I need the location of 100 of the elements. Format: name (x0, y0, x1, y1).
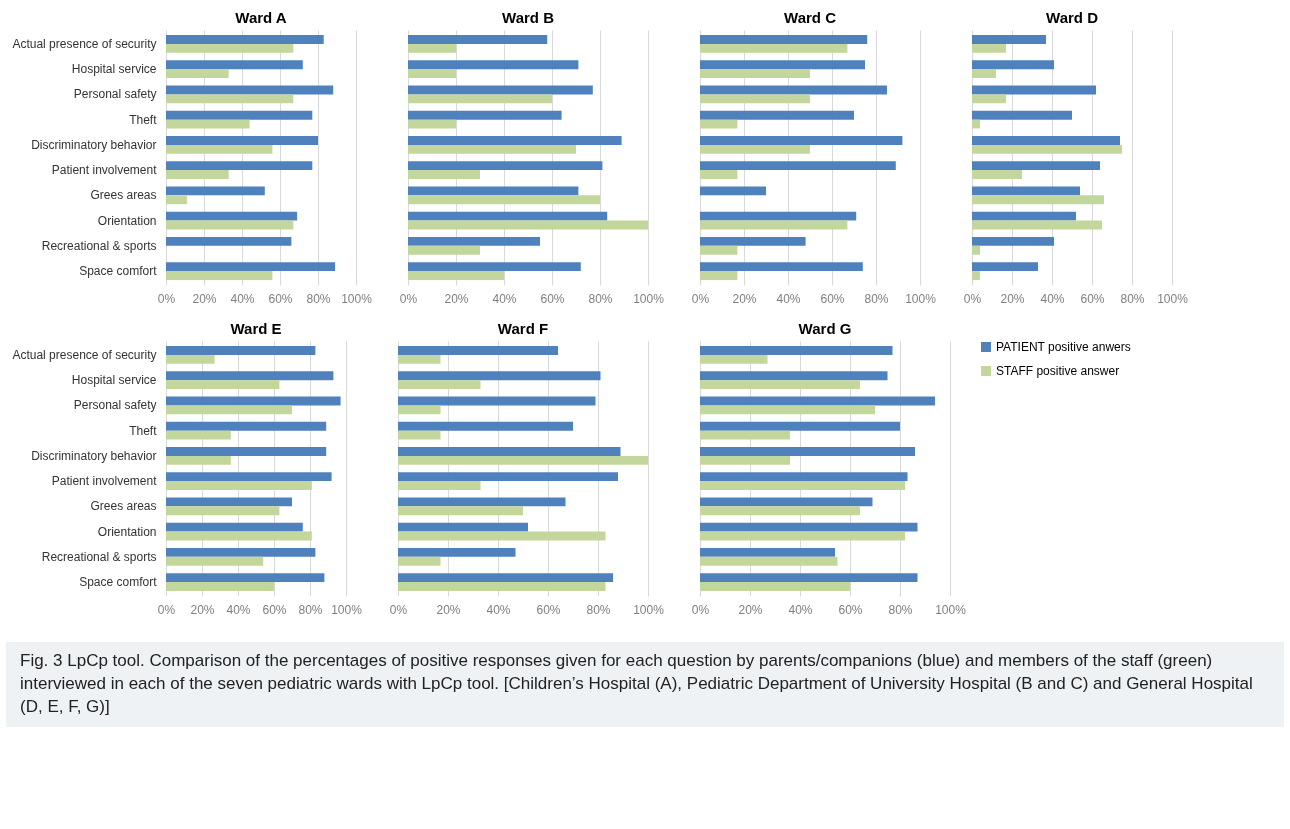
bar (700, 85, 887, 95)
bar (700, 220, 848, 230)
bar (398, 506, 523, 516)
x-tick-label: 0% (691, 602, 710, 617)
bar (166, 396, 341, 406)
caption: Fig. 3 LpCp tool. Comparison of the percentages of positive responses given for each question by parents/companions (blue) and members of the staff (green) interviewed in each of the seven pediatric wards with LpCp tool. [Children’s Hospital (A), Pediatric Department of University Hospital (B and C) and General Hospital (D, E, F, G)] (20, 650, 1254, 718)
bar (166, 43, 294, 53)
bar (972, 144, 1122, 154)
x-tick-label: 40% (1040, 291, 1065, 306)
x-tick-label: 60% (262, 602, 287, 617)
bar (166, 531, 312, 541)
x-tick-label: 60% (820, 291, 845, 306)
bar (398, 346, 558, 355)
bar (166, 582, 274, 591)
bar (700, 271, 738, 280)
bar (700, 354, 768, 364)
y-tick-label: Orientation (97, 213, 157, 228)
x-tick-label: 40% (226, 602, 251, 617)
y-tick-label: Actual presence of security (12, 36, 157, 51)
bar (398, 531, 606, 541)
y-tick-label: Orientation (97, 524, 157, 539)
bar (166, 405, 292, 415)
x-tick-label: 0% (963, 291, 982, 306)
bar (408, 60, 579, 70)
x-tick-label: 40% (230, 291, 255, 306)
chart-title: Ward G (798, 320, 852, 337)
bar (700, 396, 935, 406)
bar (398, 354, 441, 364)
x-tick-label: 40% (492, 291, 517, 306)
bar (972, 69, 996, 78)
bar (408, 161, 603, 171)
bar (972, 94, 1006, 104)
chart-title: Ward F (497, 320, 549, 337)
bar (408, 245, 480, 255)
bar (398, 447, 621, 456)
y-tick-label: Grees areas (90, 188, 157, 203)
x-tick-label: 20% (436, 602, 461, 617)
y-tick-label: Actual presence of security (12, 347, 157, 362)
bar (408, 271, 504, 280)
bar (700, 455, 790, 465)
bar (166, 421, 327, 431)
x-tick-label: 80% (888, 602, 913, 617)
bar (398, 421, 573, 431)
bar (972, 119, 980, 129)
y-tick-label: Hospital service (71, 62, 157, 77)
bar (398, 582, 606, 591)
bar (166, 556, 264, 566)
bar (700, 472, 908, 482)
bar (972, 237, 1054, 246)
bar (408, 94, 552, 104)
bar (700, 186, 766, 196)
bar (408, 220, 648, 230)
x-tick-label: 100% (633, 602, 665, 617)
bar (700, 43, 848, 53)
bar (166, 211, 298, 221)
bar (408, 237, 540, 246)
chart-title: Ward D (1046, 9, 1099, 26)
bar (398, 548, 516, 557)
bar (166, 35, 324, 44)
x-tick-label: 0% (399, 291, 418, 306)
bar (166, 262, 336, 272)
x-tick-label: 80% (586, 602, 611, 617)
bar (700, 161, 896, 171)
bar (166, 69, 229, 78)
x-tick-label: 20% (190, 602, 215, 617)
bar (700, 522, 918, 532)
bar (700, 262, 863, 272)
bar (408, 211, 608, 221)
y-tick-label: Patient involvement (51, 163, 158, 178)
y-tick-label: Personal safety (73, 398, 157, 413)
bar (700, 531, 905, 541)
bar (972, 161, 1100, 171)
y-tick-label: Space comfort (79, 264, 158, 279)
bar (700, 421, 900, 431)
bar (700, 144, 810, 154)
x-tick-label: 60% (536, 602, 561, 617)
bar (166, 136, 318, 145)
bar (408, 110, 562, 120)
bar (700, 211, 857, 221)
x-tick-label: 100% (935, 602, 967, 617)
bar (700, 573, 918, 583)
bar (972, 136, 1120, 145)
bar (408, 195, 600, 205)
y-tick-label: Discriminatory behavior (31, 448, 157, 463)
x-tick-label: 100% (331, 602, 363, 617)
y-tick-label: Space comfort (79, 575, 158, 590)
y-tick-label: Discriminatory behavior (31, 137, 157, 152)
bar (398, 380, 481, 389)
chart-title: Ward A (235, 9, 287, 26)
x-tick-label: 20% (732, 291, 757, 306)
legend-label: PATIENT positive anwers (996, 340, 1131, 354)
bar (700, 405, 875, 415)
bar (166, 119, 250, 129)
bar (408, 186, 579, 196)
bar (700, 481, 905, 490)
bar (166, 371, 334, 381)
x-tick-label: 20% (1000, 291, 1025, 306)
y-tick-label: Personal safety (73, 87, 157, 102)
bar (408, 35, 548, 44)
bar (408, 69, 456, 78)
